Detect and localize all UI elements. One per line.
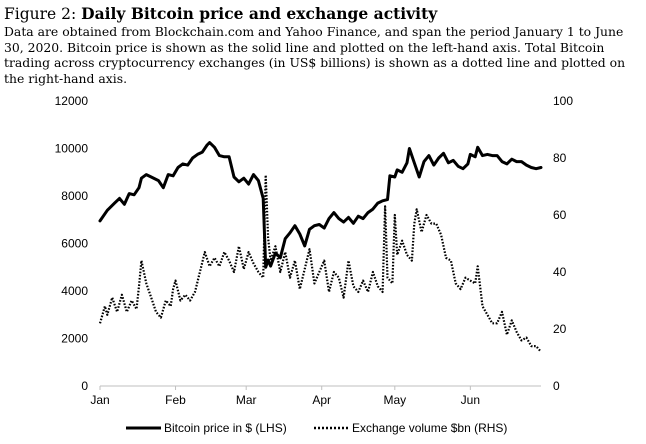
left-tick-label-8000: 8000 — [61, 189, 88, 203]
right-tick-label-100: 100 — [553, 94, 573, 108]
x-tick-label-jan: Jan — [90, 393, 109, 407]
figure-title-line: Figure 2: Daily Bitcoin price and exchan… — [4, 4, 640, 24]
legend: Bitcoin price in $ (LHS) Exchange volume … — [126, 421, 507, 435]
right-tick-label-0: 0 — [553, 379, 560, 393]
exchange-volume-line — [98, 174, 542, 353]
series-layer — [98, 141, 543, 353]
right-tick-label-20: 20 — [553, 322, 567, 336]
left-tick-label-10000: 10000 — [55, 142, 89, 156]
left-tick-label-6000: 6000 — [61, 237, 88, 251]
left-tick-label-0: 0 — [81, 379, 88, 393]
figure-description: Data are obtained from Blockchain.com an… — [4, 24, 626, 86]
figure-title: Daily Bitcoin price and exchange activit… — [81, 4, 438, 23]
x-tick-label-jun: Jun — [461, 393, 480, 407]
left-axis-ticks: 0 2000 4000 6000 8000 10000 12000 — [55, 94, 89, 393]
left-tick-label-2000: 2000 — [61, 332, 88, 346]
figure-caption: Figure 2: Daily Bitcoin price and exchan… — [4, 4, 640, 86]
bitcoin-price-line — [98, 141, 543, 269]
right-tick-label-40: 40 — [553, 265, 567, 279]
x-axis-ticks: Jan Feb Mar Apr May Jun — [90, 386, 480, 407]
left-tick-label-12000: 12000 — [55, 94, 89, 108]
legend-label-1: Bitcoin price in $ (LHS) — [164, 421, 287, 435]
figure-label: Figure 2: — [4, 5, 77, 23]
legend-label-2: Exchange volume $bn (RHS) — [352, 421, 507, 435]
x-tick-label-apr: Apr — [312, 393, 331, 407]
x-tick-label-feb: Feb — [165, 393, 186, 407]
left-tick-label-4000: 4000 — [61, 284, 88, 298]
right-axis-ticks: 0 20 40 60 80 100 — [553, 94, 573, 393]
x-tick-label-mar: Mar — [236, 393, 257, 407]
x-tick-label-may: May — [383, 393, 406, 407]
right-tick-label-80: 80 — [553, 151, 567, 165]
right-tick-label-60: 60 — [553, 208, 567, 222]
